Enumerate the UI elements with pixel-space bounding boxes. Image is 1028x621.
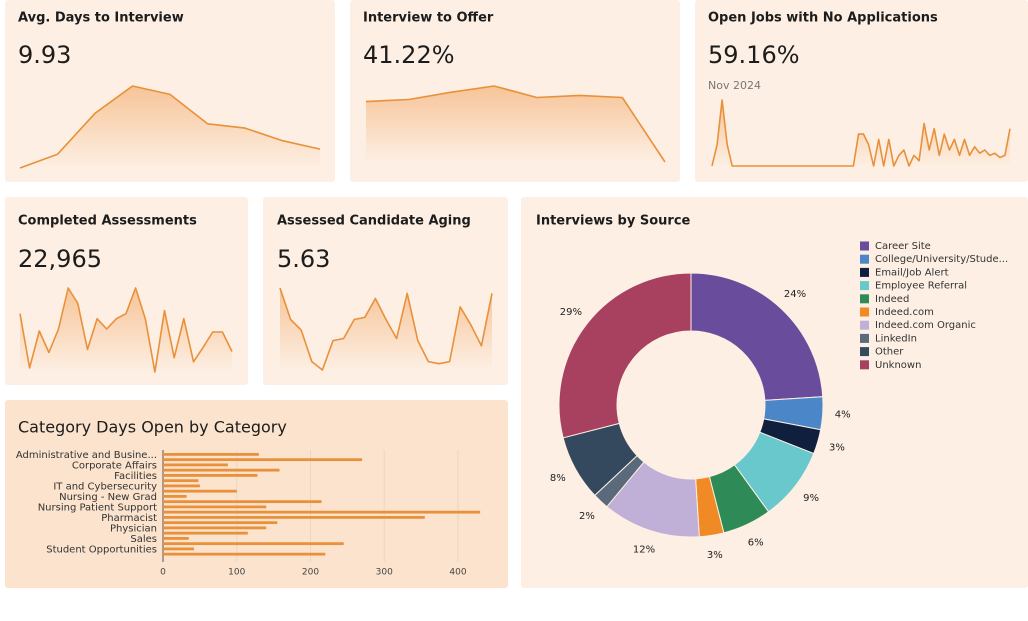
sparkline: [19, 85, 321, 169]
bar: [163, 458, 363, 462]
x-tick-label: 0: [160, 568, 166, 578]
y-tick-label: Nursing - New Grad: [59, 492, 157, 503]
legend-swatch: [860, 307, 869, 317]
slice-label: 3%: [707, 550, 723, 561]
bar: [163, 537, 189, 540]
legend-swatch: [860, 267, 869, 277]
legend-swatch: [860, 320, 869, 330]
bar: [163, 547, 194, 551]
legend-label: LinkedIn: [875, 333, 917, 344]
bar: [163, 516, 425, 519]
bar: [163, 468, 280, 472]
kpi-value: 41.22%: [363, 41, 455, 69]
sparkline-area: [280, 288, 492, 370]
bar: [163, 510, 481, 514]
card: [263, 197, 508, 385]
bar: [163, 542, 344, 546]
sparkline-area: [712, 100, 1010, 166]
card-title: Open Jobs with No Applications: [708, 11, 938, 26]
bar: [163, 474, 258, 477]
bar: [163, 531, 248, 535]
chart-title: Interviews by Source: [536, 214, 691, 229]
legend-swatch: [860, 281, 869, 291]
kpi-value: 9.93: [18, 41, 71, 69]
legend-label: Indeed.com: [875, 307, 934, 318]
slice-label: 6%: [748, 538, 764, 549]
legend-label: Indeed.com Organic: [875, 320, 976, 331]
bar: [163, 479, 199, 483]
bar: [163, 495, 187, 498]
donut-slice: [690, 272, 824, 401]
slice-label: 3%: [829, 442, 845, 453]
x-tick-label: 200: [302, 568, 319, 578]
y-tick-label: Corporate Affairs: [72, 461, 157, 472]
sparkline-area: [366, 86, 665, 162]
card: [5, 400, 508, 588]
slice-label: 9%: [803, 493, 819, 504]
kpi-value: 59.16%: [708, 41, 800, 69]
legend-label: College/University/Stude...: [875, 254, 1008, 265]
card-title: Assessed Candidate Aging: [277, 214, 471, 229]
legend-label: Other: [875, 347, 904, 358]
sparkline-area: [20, 86, 320, 168]
chart-title: Category Days Open by Category: [18, 418, 287, 437]
y-tick-label: Nursing Patient Support: [38, 503, 157, 514]
slice-label: 12%: [633, 545, 655, 556]
legend-swatch: [860, 241, 869, 251]
legend-swatch: [860, 254, 869, 264]
y-tick-label: Physician: [110, 524, 157, 535]
legend-swatch: [860, 333, 869, 343]
legend-label: Career Site: [875, 241, 931, 252]
card-title: Completed Assessments: [18, 214, 197, 229]
x-tick-label: 100: [228, 568, 245, 578]
y-tick-label: Facilities: [114, 471, 157, 482]
sparkline: [365, 85, 666, 163]
slice-label: 24%: [784, 289, 806, 300]
legend-swatch: [860, 294, 869, 304]
y-tick-label: Administrative and Busine...: [16, 450, 157, 461]
y-tick-label: Student Opportunities: [46, 545, 157, 556]
slice-label: 29%: [560, 307, 582, 318]
sparkline: [19, 287, 233, 373]
kpi-value: 22,965: [18, 245, 102, 273]
bar: [163, 552, 326, 556]
legend-swatch: [860, 360, 869, 370]
legend-swatch: [860, 347, 869, 357]
y-tick-label: Pharmacist: [101, 513, 157, 524]
legend-label: Employee Referral: [875, 281, 967, 292]
slice-label: 4%: [835, 410, 851, 421]
slice-label: 8%: [550, 473, 566, 484]
legend-label: Unknown: [875, 360, 921, 371]
x-tick-label: 300: [376, 568, 393, 578]
sparkline-area: [20, 288, 232, 372]
card-title: Interview to Offer: [363, 11, 494, 26]
sparkline: [279, 287, 493, 371]
card-title: Avg. Days to Interview: [18, 11, 184, 26]
bar: [163, 526, 267, 530]
bar: [163, 463, 228, 467]
kpi-value: 5.63: [277, 245, 330, 273]
bar: [163, 500, 322, 504]
sparkline: [711, 99, 1011, 167]
legend-label: Indeed: [875, 294, 909, 305]
bar: [163, 484, 200, 488]
slice-label: 2%: [579, 511, 595, 522]
bar: [163, 505, 267, 509]
bar: [163, 489, 237, 493]
kpi-subtitle: Nov 2024: [708, 79, 761, 92]
bar: [163, 521, 278, 525]
donut-slice: [558, 272, 692, 439]
y-tick-label: Sales: [130, 534, 157, 545]
legend-label: Email/Job Alert: [875, 267, 949, 278]
x-tick-label: 400: [449, 568, 466, 578]
y-tick-label: IT and Cybersecurity: [53, 482, 157, 493]
bar: [163, 453, 259, 456]
